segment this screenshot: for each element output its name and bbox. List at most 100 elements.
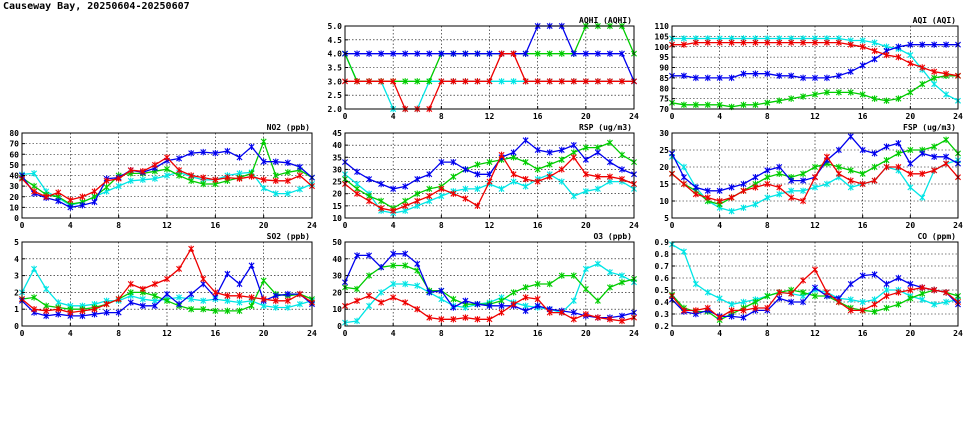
y-tick-label: 15 <box>332 202 342 211</box>
data-point <box>426 171 433 178</box>
y-tick-label: 25 <box>332 178 342 187</box>
y-tick-label: 1 <box>14 305 19 314</box>
data-point <box>618 272 625 279</box>
data-point <box>127 280 134 288</box>
data-point <box>606 269 613 276</box>
data-point <box>67 309 74 316</box>
data-point <box>752 184 759 191</box>
data-point <box>390 50 397 57</box>
data-point <box>438 192 445 200</box>
x-tick-label: 24 <box>953 329 963 338</box>
data-point <box>606 284 613 291</box>
data-point <box>522 175 529 183</box>
data-point <box>426 289 433 296</box>
data-point <box>716 295 723 302</box>
data-point <box>943 136 950 143</box>
data-point <box>835 298 842 306</box>
data-point <box>522 137 529 144</box>
data-point <box>438 78 445 85</box>
y-tick-label: 5 <box>14 238 19 247</box>
y-tick-label: 25 <box>659 146 669 155</box>
data-point <box>534 50 541 57</box>
data-point <box>91 306 98 313</box>
data-point <box>366 302 373 310</box>
data-point <box>438 287 445 294</box>
data-point <box>176 155 183 162</box>
x-tick-label: 12 <box>810 329 820 338</box>
data-point <box>606 158 613 166</box>
data-point <box>534 78 541 85</box>
x-tick-label: 0 <box>343 221 348 230</box>
data-point <box>378 299 385 306</box>
y-tick-label: 50 <box>332 238 342 247</box>
data-point <box>462 78 469 85</box>
data-point <box>498 302 505 310</box>
data-point <box>692 101 699 109</box>
data-point <box>788 298 795 306</box>
data-point <box>450 295 457 303</box>
data-point <box>55 306 62 313</box>
data-point <box>164 297 170 304</box>
data-point <box>31 306 38 313</box>
data-point <box>414 190 421 197</box>
x-tick-label: 24 <box>307 221 317 230</box>
y-tick-label: 5 <box>664 214 669 223</box>
y-tick-label: 2.0 <box>328 105 343 114</box>
data-point <box>800 277 807 284</box>
data-point <box>800 289 807 296</box>
data-point <box>151 292 158 299</box>
data-point <box>402 280 409 288</box>
data-point <box>462 195 469 202</box>
data-point <box>139 168 146 175</box>
data-point <box>871 150 878 157</box>
data-point <box>570 309 577 316</box>
data-point <box>486 78 493 85</box>
data-point <box>776 72 783 79</box>
data-point <box>800 74 807 82</box>
data-point <box>164 275 170 283</box>
y-tick-label: 70 <box>659 105 669 114</box>
data-point <box>438 316 445 323</box>
data-point <box>91 198 98 206</box>
x-tick-label: 16 <box>211 329 221 338</box>
data-point <box>847 167 854 174</box>
y-tick-label: 0.7 <box>655 262 670 271</box>
data-point <box>534 166 541 173</box>
data-point <box>704 304 711 312</box>
data-point <box>438 50 445 57</box>
data-point <box>752 39 759 46</box>
data-point <box>776 289 783 296</box>
data-point <box>788 72 795 79</box>
data-point <box>606 173 613 180</box>
data-point <box>895 95 902 102</box>
data-point <box>224 292 231 299</box>
x-tick-label: 12 <box>485 221 495 230</box>
data-point <box>390 78 397 85</box>
data-point <box>847 133 854 140</box>
data-point <box>570 154 577 161</box>
data-point <box>296 163 303 171</box>
x-tick-label: 16 <box>533 221 543 230</box>
y-tick-label: 4 <box>14 255 19 264</box>
data-point <box>474 185 481 193</box>
data-point <box>835 146 842 154</box>
y-tick-label: 40 <box>9 172 19 181</box>
data-point <box>570 50 577 57</box>
x-tick-label: 8 <box>439 329 444 338</box>
data-point <box>835 163 842 171</box>
data-point <box>438 158 445 166</box>
y-tick-label: 20 <box>9 193 19 202</box>
data-point <box>414 260 421 268</box>
data-point <box>450 190 457 197</box>
data-point <box>740 70 747 77</box>
x-tick-label: 16 <box>858 221 868 230</box>
data-point <box>570 141 577 149</box>
data-point <box>847 184 854 191</box>
data-point <box>510 289 517 296</box>
data-point <box>438 185 445 193</box>
data-point <box>115 175 122 182</box>
x-tick-label: 16 <box>533 112 543 121</box>
data-point <box>462 166 469 173</box>
data-point <box>546 78 553 85</box>
y-tick-label: 50 <box>9 161 19 170</box>
